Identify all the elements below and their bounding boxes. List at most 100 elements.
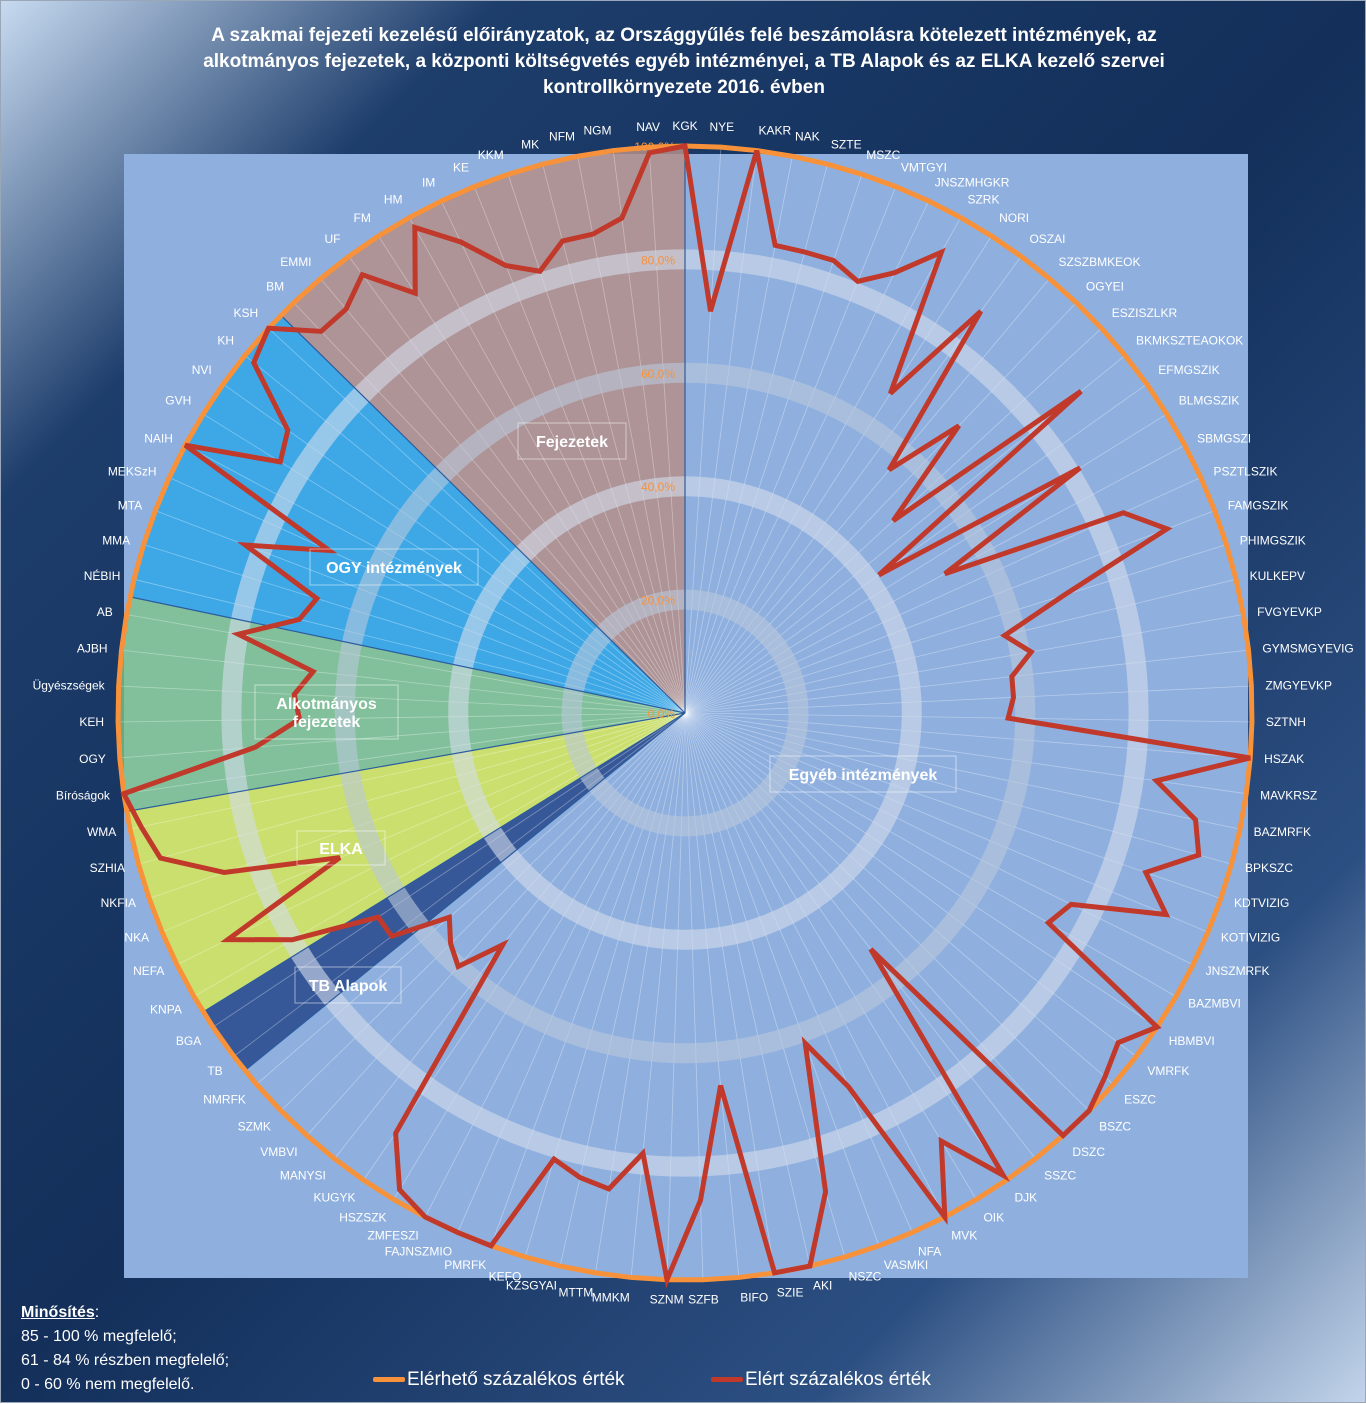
segment-label-elka-box bbox=[296, 830, 386, 866]
radial-gridline bbox=[542, 164, 686, 714]
radial-gridline bbox=[123, 712, 686, 795]
category-label: MTTM bbox=[559, 1286, 594, 1300]
title-line: alkotmányos fejezetek, a központi költsé… bbox=[203, 51, 1165, 72]
category-label: HM bbox=[384, 192, 403, 206]
segment-label-tb: TB Alapok bbox=[309, 978, 388, 995]
radial-gridline bbox=[684, 712, 1158, 1028]
radial-gridline bbox=[684, 685, 1252, 714]
radial-gridline bbox=[684, 712, 1007, 1181]
category-label: EMMI bbox=[280, 255, 311, 269]
radial-gridline bbox=[256, 712, 686, 1085]
radial-gridline bbox=[559, 712, 686, 1267]
category-label: AB bbox=[97, 605, 113, 619]
radial-gridline bbox=[684, 147, 722, 714]
radial-gridline bbox=[363, 712, 686, 1181]
category-label: VASMKI bbox=[884, 1258, 928, 1272]
category-label: KGK bbox=[672, 119, 697, 133]
category-label: Ügyészségek bbox=[33, 678, 106, 692]
category-label: HBMBVI bbox=[1169, 1034, 1215, 1048]
radial-gridline bbox=[684, 256, 1022, 714]
segment-label-alkotmanyos-box bbox=[254, 684, 399, 740]
radial-gridline bbox=[121, 649, 686, 714]
segment-divider bbox=[126, 712, 686, 813]
category-label: OGY bbox=[79, 752, 106, 766]
radial-gridline bbox=[320, 278, 686, 714]
title-line: kontrollkörnyezete 2016. évben bbox=[543, 77, 825, 98]
category-label: MEKSzH bbox=[108, 465, 157, 479]
title-line: A szakmai fejezeti kezelésű előirányzato… bbox=[211, 25, 1157, 46]
radial-tick-label: 40,0% bbox=[641, 480, 675, 494]
category-label: BIFO bbox=[740, 1290, 768, 1304]
radial-gridline bbox=[684, 712, 977, 1200]
radial-gridline bbox=[129, 712, 686, 830]
category-label: FAJNSZMIO bbox=[385, 1244, 452, 1258]
radial-gridline bbox=[684, 712, 1241, 830]
radial-gridline bbox=[684, 712, 775, 1273]
radial-gridline bbox=[684, 150, 758, 714]
category-label: SZHIA bbox=[90, 861, 125, 875]
category-label: KEH bbox=[79, 715, 104, 729]
category-label: NKFIA bbox=[101, 896, 136, 910]
radial-gridline bbox=[684, 712, 1177, 997]
radial-gridline bbox=[684, 712, 1114, 1085]
category-label: KOTIVIZIG bbox=[1221, 930, 1280, 944]
category-label: ESZISZLKR bbox=[1112, 306, 1178, 320]
category-label: NKA bbox=[124, 930, 149, 944]
radial-gridline bbox=[118, 685, 686, 714]
category-label: BAZMRFK bbox=[1254, 825, 1311, 839]
radial-gridline bbox=[293, 302, 686, 714]
radial-gridline bbox=[684, 413, 1168, 714]
category-label: NAV bbox=[636, 120, 660, 134]
radial-gridline bbox=[118, 712, 686, 723]
category-label: GVH bbox=[165, 394, 191, 408]
category-label: GYMSMGYEVIG bbox=[1262, 642, 1353, 656]
radial-gridline bbox=[666, 712, 686, 1280]
legend-item-elert: Elért százalékos érték bbox=[711, 1369, 931, 1391]
radial-gridline bbox=[393, 712, 686, 1200]
segment-label-egyeb: Egyéb intézmények bbox=[789, 767, 938, 784]
radial-gridline bbox=[684, 712, 1064, 1136]
category-label: AJBH bbox=[77, 642, 108, 656]
category-label: KAKR bbox=[759, 124, 792, 138]
category-label: OGYEI bbox=[1086, 280, 1124, 294]
segment-label-fejezetek-box bbox=[517, 422, 627, 460]
category-label: SZNM bbox=[650, 1293, 684, 1307]
category-label: BKMKSZTEAOKOK bbox=[1136, 334, 1243, 348]
category-label: FVGYEVKP bbox=[1257, 605, 1322, 619]
legend-item-elerheto: Elérhető százalékos érték bbox=[373, 1369, 625, 1391]
category-label: NFM bbox=[549, 129, 575, 143]
radial-gridline bbox=[378, 235, 686, 714]
legend-label: Elért százalékos érték bbox=[745, 1369, 931, 1390]
category-label: SZFB bbox=[688, 1293, 719, 1307]
radial-gridline bbox=[440, 200, 686, 714]
category-label: AKI bbox=[813, 1279, 832, 1293]
category-label: SZRK bbox=[967, 192, 999, 206]
radial-gridline bbox=[684, 302, 1077, 714]
radial-gridline bbox=[684, 156, 793, 714]
radial-gridline bbox=[684, 614, 1244, 714]
category-label: TB bbox=[207, 1064, 222, 1078]
category-label: SZTE bbox=[831, 138, 862, 152]
segment-label-fejezetek: Fejezetek bbox=[536, 434, 608, 451]
radial-gridline bbox=[684, 278, 1050, 714]
radial-gridline bbox=[133, 578, 686, 714]
radial-gridline bbox=[684, 712, 880, 1246]
radial-gridline bbox=[684, 235, 992, 714]
radial-gridline bbox=[684, 200, 930, 714]
category-label: WMA bbox=[87, 825, 116, 839]
radial-gridline bbox=[161, 712, 686, 933]
radial-gridline bbox=[684, 164, 828, 714]
radial-gridline bbox=[684, 712, 811, 1267]
category-label: JNSZMHGKR bbox=[935, 175, 1010, 189]
rating-line: 61 - 84 % részben megfelelő; bbox=[21, 1352, 230, 1369]
radial-gridline bbox=[577, 156, 686, 714]
category-label: VMTGYI bbox=[901, 161, 947, 175]
radial-gridline bbox=[684, 383, 1148, 714]
category-label: NORI bbox=[999, 211, 1029, 225]
segment-divider bbox=[202, 712, 686, 1013]
radial-gridline bbox=[684, 712, 1090, 1112]
radial-gridline bbox=[595, 712, 686, 1273]
category-label: BGA bbox=[176, 1034, 201, 1048]
category-label: ZMFESZI bbox=[367, 1228, 418, 1242]
